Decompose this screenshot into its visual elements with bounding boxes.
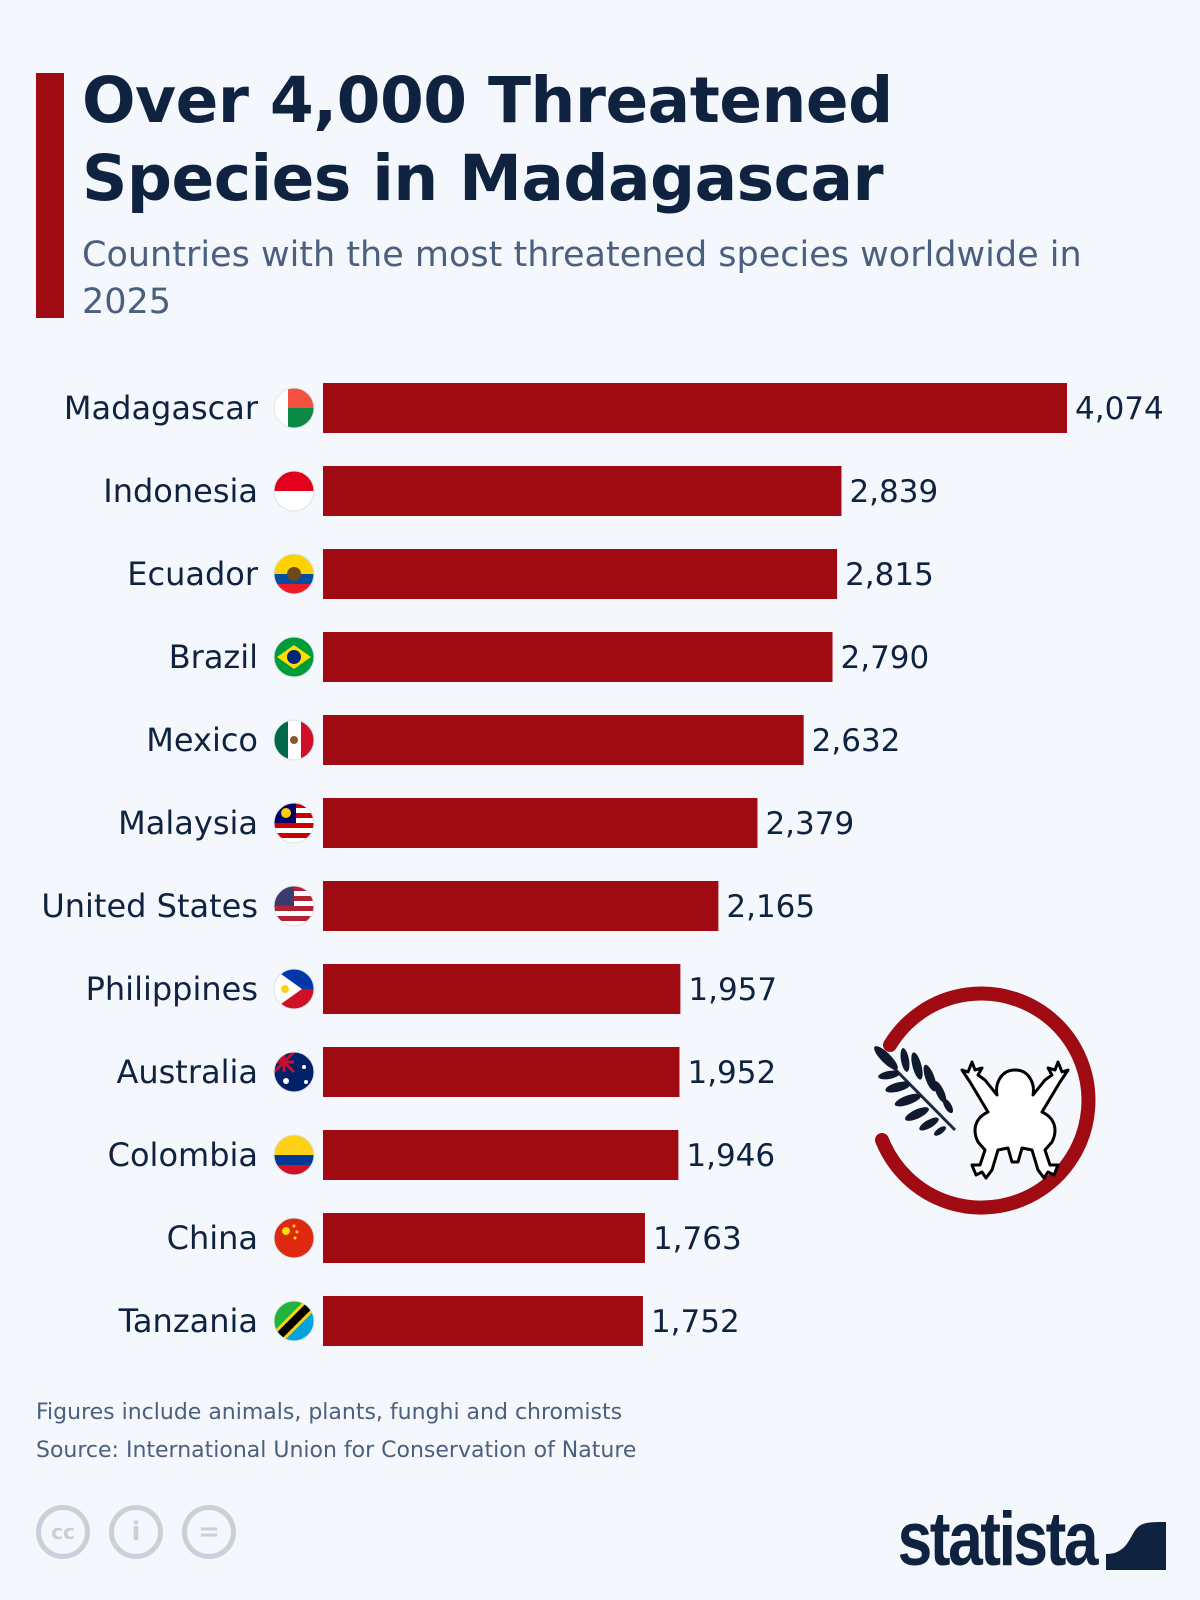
value-label: 1,946 (686, 1138, 775, 1174)
flag-icon (274, 1218, 314, 1258)
accent-bar (36, 73, 64, 318)
category-label: Australia (116, 1053, 258, 1091)
category-label: Philippines (86, 970, 258, 1008)
flag-outline (273, 1300, 315, 1342)
statista-logo-icon (1106, 1509, 1166, 1570)
brand-name: statista (897, 1497, 1098, 1582)
flag-outline (273, 387, 315, 429)
category-label: Brazil (169, 638, 258, 676)
flag-icon (274, 554, 314, 594)
bar (323, 964, 681, 1014)
flag-outline (273, 1217, 315, 1259)
bar (323, 383, 1067, 433)
footnote: Figures include animals, plants, funghi … (36, 1400, 623, 1425)
category-label: Tanzania (118, 1302, 258, 1340)
flag-icon (274, 637, 314, 677)
category-label: Mexico (146, 721, 258, 759)
flag-icon (274, 720, 314, 760)
bar (323, 1047, 680, 1097)
bar (323, 549, 838, 599)
flag-outline (273, 553, 315, 595)
value-label: 2,379 (765, 806, 854, 842)
value-label: 2,839 (849, 474, 938, 510)
flag-icon (274, 886, 314, 926)
value-label: 2,165 (726, 889, 815, 925)
bar (323, 881, 719, 931)
value-label: 1,752 (651, 1304, 740, 1340)
flag-outline (273, 968, 315, 1010)
bar (323, 715, 804, 765)
source: Source: International Union for Conserva… (36, 1438, 637, 1463)
value-label: 1,763 (653, 1221, 742, 1257)
flag-icon (274, 969, 314, 1009)
value-label: 2,790 (841, 640, 930, 676)
flag-outline (273, 802, 315, 844)
value-label: 1,952 (687, 1055, 776, 1091)
flag-outline (273, 719, 315, 761)
bar (323, 466, 842, 516)
bar-chart: Madagascar 4,074 Indonesia 2,839 Ecuador 2,81… (41, 383, 1164, 1346)
frog-icon (960, 1060, 1070, 1180)
category-label: Ecuador (127, 555, 259, 593)
category-label: China (167, 1219, 258, 1257)
bar (323, 632, 833, 682)
value-label: 4,074 (1075, 391, 1164, 427)
statista-logo[interactable]: statista (854, 1496, 1166, 1583)
category-label: Malaysia (118, 804, 258, 842)
cc-icon[interactable]: cc (36, 1505, 90, 1559)
flag-icon (274, 1052, 314, 1092)
no-derivatives-icon[interactable]: = (182, 1505, 236, 1559)
value-label: 2,632 (812, 723, 901, 759)
subtitle: Countries with the most threatened speci… (82, 235, 1082, 322)
flag-icon (274, 1135, 314, 1175)
category-label: Colombia (108, 1136, 258, 1174)
value-label: 1,957 (688, 972, 777, 1008)
leaf-icon (874, 1046, 957, 1136)
page-title: Over 4,000 Threatened Species in Madagas… (82, 64, 893, 215)
leaf-and-frog-icon (874, 986, 1096, 1215)
category-label: United States (41, 887, 258, 925)
attribution-icon[interactable]: i (109, 1505, 163, 1559)
flag-outline (273, 1134, 315, 1176)
flag-icon (274, 1301, 314, 1341)
category-label: Indonesia (103, 472, 258, 510)
flag-outline (273, 470, 315, 512)
category-label: Madagascar (64, 389, 259, 427)
flag-outline (273, 636, 315, 678)
bar (323, 1296, 643, 1346)
flag-outline (273, 1051, 315, 1093)
bar (323, 798, 758, 848)
value-label: 2,815 (845, 557, 934, 593)
bar (323, 1213, 645, 1263)
bar (323, 1130, 679, 1180)
flag-outline (273, 885, 315, 927)
flag-icon (274, 471, 314, 511)
